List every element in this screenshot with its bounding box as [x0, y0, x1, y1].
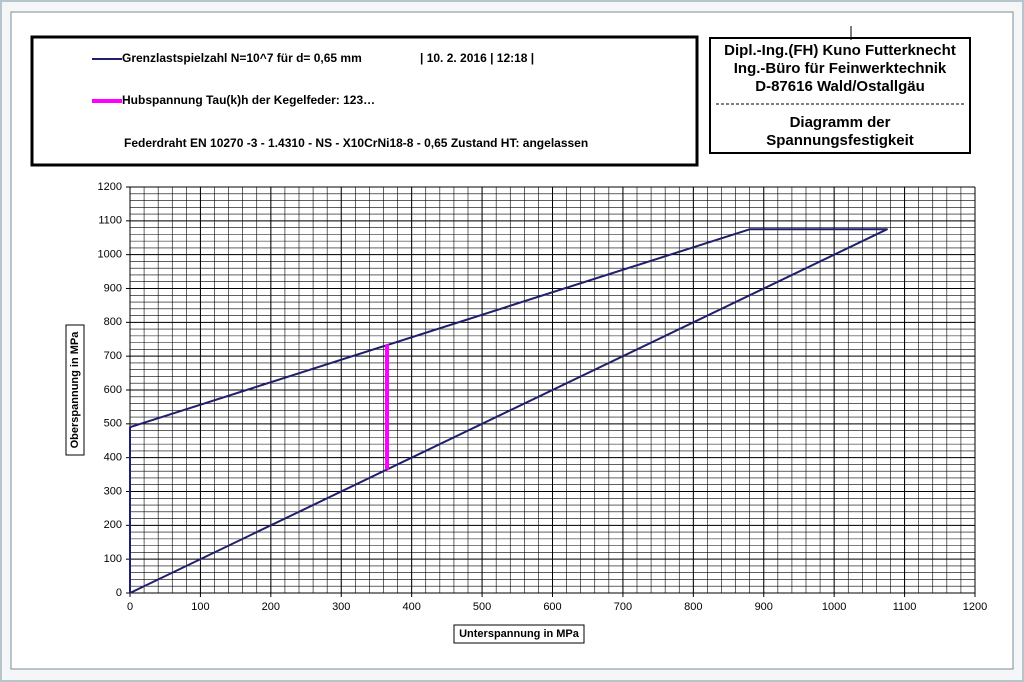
header-line: Dipl.-Ing.(FH) Kuno Futterknecht	[724, 42, 956, 59]
y-tick-label: 1100	[98, 215, 122, 227]
legend-label: Hubspannung Tau(k)h der Kegelfeder: 123…	[122, 93, 375, 107]
x-tick-label: 500	[473, 601, 491, 613]
y-tick-label: 100	[104, 553, 122, 565]
chart-title: Spannungsfestigkeit	[766, 132, 914, 149]
x-tick-label: 700	[614, 601, 632, 613]
y-tick-label: 400	[104, 452, 122, 464]
annotation: Federdraht EN 10270 -3 - 1.4310 - NS - X…	[124, 136, 588, 150]
y-tick-label: 0	[116, 587, 122, 599]
y-tick-label: 300	[104, 485, 122, 497]
x-tick-label: 1100	[893, 601, 917, 613]
x-label-box	[453, 624, 585, 644]
y-tick-label: 200	[104, 519, 122, 531]
x-tick-label: 1000	[822, 601, 846, 613]
y-label-box	[65, 324, 85, 456]
series-line	[129, 228, 888, 594]
legend-label: Grenzlastspielzahl N=10^7 für d= 0,65 mm	[122, 51, 362, 65]
x-tick-label: 800	[684, 601, 702, 613]
x-tick-label: 100	[191, 601, 209, 613]
x-tick-label: 1200	[963, 601, 987, 613]
y-axis-label: Oberspannung in MPa	[69, 331, 81, 449]
x-tick-label: 0	[127, 601, 133, 613]
x-axis-label: Unterspannung in MPa	[459, 628, 580, 640]
annotation: | 10. 2. 2016 | 12:18 |	[420, 51, 534, 65]
x-tick-label: 400	[402, 601, 420, 613]
y-tick-label: 500	[104, 418, 122, 430]
legend-box	[30, 35, 699, 167]
header-line: D-87616 Wald/Ostallgäu	[755, 78, 925, 95]
y-tick-label: 1000	[98, 249, 122, 261]
y-tick-label: 1200	[98, 181, 122, 193]
x-tick-label: 300	[332, 601, 350, 613]
y-tick-label: 700	[104, 350, 122, 362]
title-box	[709, 37, 971, 154]
x-tick-label: 900	[755, 601, 773, 613]
y-tick-label: 900	[104, 282, 122, 294]
chart-title: Diagramm der	[790, 114, 891, 131]
y-tick-label: 600	[104, 384, 122, 396]
header-line: Ing.-Büro für Feinwerktechnik	[734, 60, 947, 77]
x-tick-label: 600	[543, 601, 561, 613]
x-tick-label: 200	[262, 601, 280, 613]
y-tick-label: 800	[104, 316, 122, 328]
